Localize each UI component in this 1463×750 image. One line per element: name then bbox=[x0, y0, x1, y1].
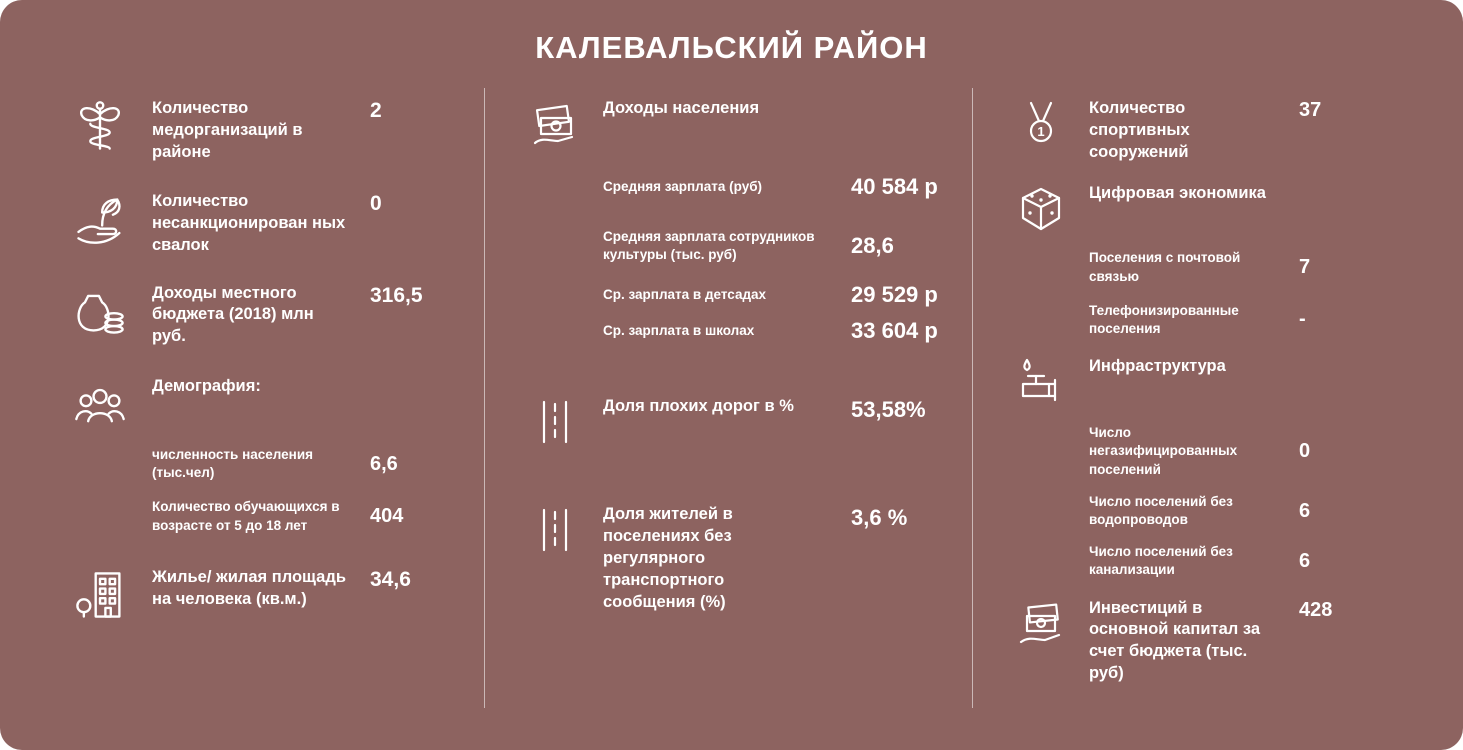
stat-value: 428 bbox=[1299, 598, 1333, 621]
columns-container: Количество медорганизаций в районе 2 Кол… bbox=[0, 88, 1463, 708]
substat-row-population: численность населения (тыс.чел) 6,6 bbox=[152, 446, 484, 482]
stat-row-budget: Доходы местного бюджета (2018) млн руб. … bbox=[72, 283, 484, 348]
cube-icon bbox=[1015, 183, 1089, 235]
stat-label: Количество медорганизаций в районе bbox=[152, 99, 303, 161]
stat-label: Доходы местного бюджета (2018) млн руб. bbox=[152, 283, 314, 346]
pipe-icon bbox=[1015, 356, 1089, 408]
money-bags-icon bbox=[72, 283, 152, 339]
substat-row-telephone: Телефонизированные поселения - bbox=[1089, 302, 1427, 338]
people-icon bbox=[72, 376, 152, 432]
stat-label: Доля жителей в поселениях без регулярног… bbox=[603, 505, 733, 611]
substat-value: 28,6 bbox=[851, 233, 894, 259]
substat-value: 40 584 р bbox=[851, 174, 938, 199]
stat-value: 316,5 bbox=[370, 283, 423, 307]
stat-row-income-header: Доходы населения bbox=[529, 98, 972, 150]
substat-label: Ср. зарплата в школах bbox=[603, 323, 755, 339]
svg-text:1: 1 bbox=[1037, 124, 1044, 139]
stat-value: 0 bbox=[370, 192, 382, 216]
stat-row-demography: Демография: bbox=[72, 376, 484, 432]
stat-value: 3,6 % bbox=[851, 505, 908, 531]
substat-value: 29 529 р bbox=[851, 282, 938, 308]
substat-label: Число негазифицированных поселений bbox=[1089, 425, 1238, 477]
stat-label: Доходы населения bbox=[603, 99, 760, 117]
substat-row-students: Количество обучающихся в возрасте от 5 д… bbox=[152, 498, 484, 534]
stat-row-investments: Инвестиций в основной капитал за счет бю… bbox=[1015, 598, 1427, 685]
substat-value: 0 bbox=[1299, 440, 1311, 462]
stat-value: 53,58% bbox=[851, 397, 926, 423]
stat-row-infrastructure-header: Инфраструктура bbox=[1015, 356, 1427, 408]
substat-label: Число поселений без водопроводов bbox=[1089, 493, 1233, 528]
stat-label: Количество спортивных сооружений bbox=[1089, 99, 1190, 161]
substat-row-kindergarten-salary: Ср. зарплата в детсадах 29 529 р bbox=[603, 282, 972, 308]
stat-value: 2 bbox=[370, 99, 382, 122]
substat-label: Телефонизированные поселения bbox=[1089, 302, 1239, 336]
sprout-hand-icon bbox=[72, 191, 152, 247]
stat-label: Доля плохих дорог в % bbox=[603, 397, 794, 416]
substat-row-school-salary: Ср. зарплата в школах 33 604 р bbox=[603, 318, 972, 344]
stat-row-med-organizations: Количество медорганизаций в районе 2 bbox=[72, 98, 484, 163]
stat-label: Инвестиций в основной капитал за счет бю… bbox=[1089, 598, 1261, 682]
stat-value: 37 bbox=[1299, 99, 1322, 121]
stat-row-digital-header: Цифровая экономика bbox=[1015, 183, 1427, 235]
medal-icon: 1 bbox=[1015, 98, 1089, 150]
substat-value: 7 bbox=[1299, 256, 1311, 279]
substat-row-culture-salary: Средняя зарплата сотрудников культуры (т… bbox=[603, 228, 972, 264]
caduceus-icon bbox=[72, 98, 152, 154]
substat-row-avg-salary: Средняя зарплата (руб) 40 584 р bbox=[603, 174, 972, 200]
stat-label: Демография: bbox=[152, 376, 261, 395]
substat-row-postal: Поселения с почтовой связью 7 bbox=[1089, 249, 1427, 285]
stat-row-bad-roads: Доля плохих дорог в % 53,58% bbox=[529, 396, 972, 448]
page-title: КАЛЕВАЛЬСКИЙ РАЙОН bbox=[535, 30, 928, 65]
substat-value: - bbox=[1299, 308, 1306, 331]
stat-row-dumps: Количество несанкционирован ных свалок 0 bbox=[72, 191, 484, 256]
stat-label: Количество несанкционирован ных свалок bbox=[152, 192, 346, 254]
road-icon bbox=[529, 504, 603, 556]
stat-row-sport: 1 Количество спортивных сооружений 37 bbox=[1015, 98, 1427, 163]
column-middle: Доходы населения Средняя зарплата (руб) … bbox=[484, 88, 972, 708]
substat-label: Число поселений без канализации bbox=[1089, 544, 1233, 578]
substat-value: 404 bbox=[370, 505, 404, 528]
stat-label: Инфраструктура bbox=[1089, 357, 1226, 376]
substat-value: 6 bbox=[1299, 549, 1311, 572]
substat-label: Средняя зарплата сотрудников культуры (т… bbox=[603, 229, 815, 263]
substat-label: Количество обучающихся в возрасте от 5 д… bbox=[152, 499, 340, 533]
substat-value: 6 bbox=[1299, 499, 1311, 522]
cash-icon bbox=[529, 98, 603, 150]
substat-label: Ср. зарплата в детсадах bbox=[603, 287, 767, 303]
stat-value: 34,6 bbox=[370, 567, 411, 591]
substat-label: численность населения (тыс.чел) bbox=[152, 446, 314, 481]
substat-value: 6,6 bbox=[370, 452, 398, 475]
substat-label: Поселения с почтовой связью bbox=[1089, 250, 1241, 284]
substat-row-no-water: Число поселений без водопроводов 6 bbox=[1089, 493, 1427, 529]
substat-value: 33 604 р bbox=[851, 318, 938, 344]
substat-row-no-sewer: Число поселений без канализации 6 bbox=[1089, 543, 1427, 579]
stat-label: Цифровая экономика bbox=[1089, 184, 1266, 203]
column-right: 1 Количество спортивных сооружений 37 bbox=[972, 88, 1427, 708]
substat-label: Средняя зарплата (руб) bbox=[603, 178, 763, 194]
road-icon bbox=[529, 396, 603, 448]
column-left: Количество медорганизаций в районе 2 Кол… bbox=[34, 88, 484, 708]
stat-label: Жилье/ жилая площадь на человека (кв.м.) bbox=[152, 567, 346, 608]
investment-icon bbox=[1015, 598, 1089, 650]
stat-row-housing: Жилье/ жилая площадь на человека (кв.м.)… bbox=[72, 567, 484, 623]
substat-row-no-gas: Число негазифицированных поселений 0 bbox=[1089, 424, 1427, 479]
building-icon bbox=[72, 567, 152, 623]
stat-row-no-transport: Доля жителей в поселениях без регулярног… bbox=[529, 504, 972, 613]
